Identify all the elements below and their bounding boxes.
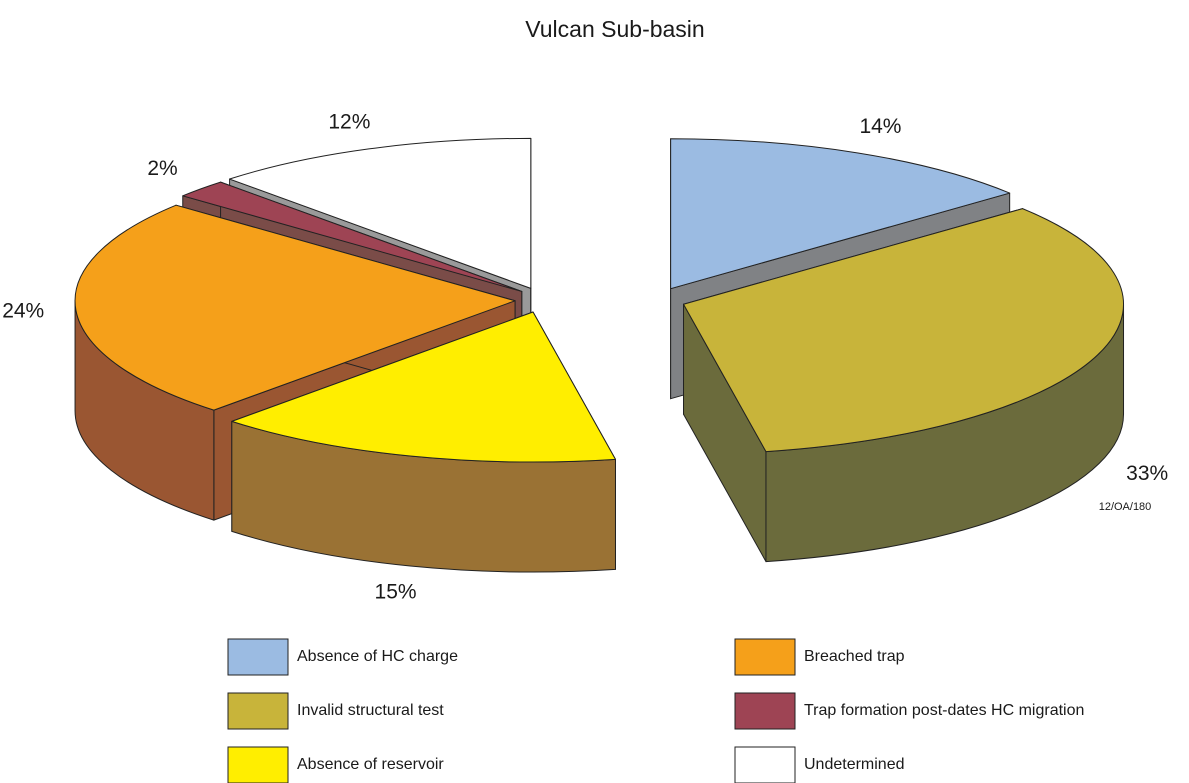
legend-swatch [734,746,796,783]
pie-slice [182,181,523,292]
legend-label: Undetermined [804,756,905,773]
pie-slice [231,311,616,463]
legend-label: Trap formation post-dates HC migration [804,702,1084,719]
data-label: 33% [1126,462,1168,485]
data-label: 14% [859,115,901,138]
pie-slice [683,208,1124,453]
legend-label: Absence of HC charge [297,648,458,665]
legend-label: Invalid structural test [297,702,444,719]
chart-title: Vulcan Sub-basin [525,16,704,42]
data-label: 2% [147,157,177,180]
legend-swatch [227,746,289,783]
legend-swatch [734,692,796,730]
pie-slice [670,138,1011,290]
legend-swatch [734,638,796,676]
legend-label: Absence of reservoir [297,756,444,773]
legend-swatch [227,692,289,730]
data-label: 15% [375,580,417,603]
legend-label: Breached trap [804,648,905,665]
legend-swatch [227,638,289,676]
pie-slice [74,204,516,411]
data-label: 24% [2,300,44,323]
annotation: 12/OA/180 [1099,501,1152,513]
pie-slice [229,137,532,289]
data-label: 12% [328,110,370,133]
